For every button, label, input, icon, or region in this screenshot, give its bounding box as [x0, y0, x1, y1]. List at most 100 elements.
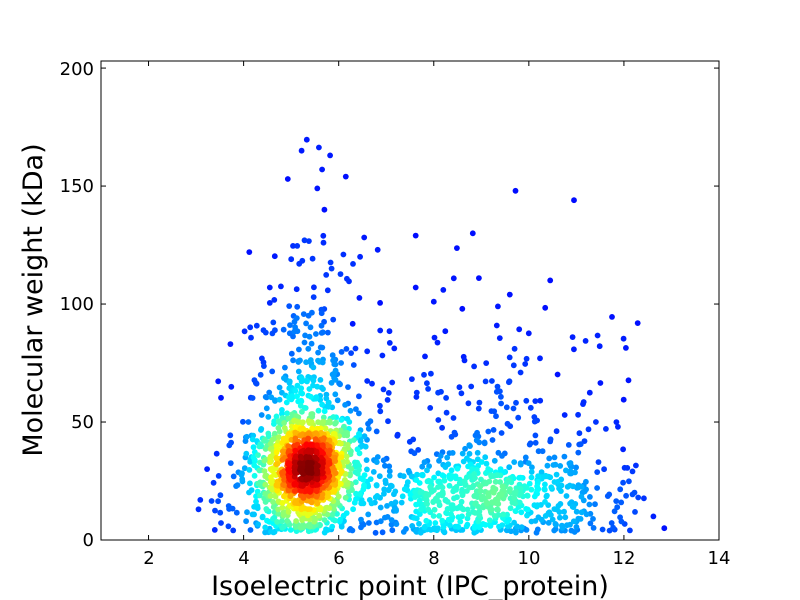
data-point — [309, 309, 315, 316]
data-point — [294, 243, 301, 249]
data-point — [499, 483, 506, 490]
data-point — [443, 409, 450, 416]
data-point — [377, 518, 384, 525]
data-point — [292, 447, 299, 454]
data-point — [258, 412, 265, 418]
data-point — [546, 509, 553, 516]
data-point — [259, 513, 266, 520]
data-point — [316, 512, 323, 519]
data-point — [310, 294, 317, 300]
data-point — [515, 504, 522, 510]
data-point — [347, 407, 354, 414]
data-points — [195, 136, 668, 536]
data-point — [459, 527, 466, 533]
data-point — [308, 340, 315, 347]
data-point — [256, 467, 263, 474]
data-point — [483, 460, 490, 467]
data-point — [374, 454, 381, 460]
data-point — [218, 394, 224, 401]
data-point — [531, 418, 538, 425]
data-point — [557, 514, 563, 521]
data-point — [576, 430, 583, 437]
data-point — [557, 463, 564, 469]
data-point — [567, 521, 573, 528]
data-point — [363, 457, 370, 463]
data-point — [338, 349, 345, 355]
data-point — [267, 493, 274, 499]
data-point — [558, 488, 564, 494]
data-point — [518, 509, 525, 516]
data-point — [256, 443, 263, 450]
data-point — [312, 430, 319, 437]
data-point — [330, 516, 336, 523]
data-point — [280, 326, 287, 333]
data-point — [571, 346, 577, 353]
data-point — [215, 473, 222, 479]
data-point — [333, 419, 339, 426]
data-point — [298, 475, 304, 482]
data-point — [458, 390, 465, 397]
data-point — [306, 333, 313, 340]
data-point — [632, 509, 638, 515]
data-point — [379, 529, 386, 536]
data-point — [241, 328, 248, 335]
data-point — [364, 466, 370, 473]
data-point — [314, 185, 321, 192]
data-point — [298, 385, 305, 392]
data-point — [303, 359, 309, 366]
data-point — [464, 521, 471, 528]
data-point — [454, 523, 461, 530]
data-point — [633, 462, 639, 469]
data-point — [345, 384, 351, 390]
data-point — [197, 497, 204, 503]
data-point — [215, 498, 222, 505]
data-point — [587, 520, 594, 527]
data-point — [341, 423, 347, 430]
data-point — [271, 514, 278, 521]
data-point — [454, 465, 461, 472]
data-point — [430, 513, 437, 519]
data-point — [228, 383, 235, 390]
data-point — [385, 487, 392, 494]
data-point — [431, 487, 437, 494]
data-point — [389, 379, 396, 386]
data-point — [511, 459, 518, 465]
data-point — [226, 506, 233, 512]
data-point — [578, 509, 585, 516]
data-point — [496, 335, 503, 341]
data-point — [511, 495, 517, 501]
data-point — [525, 460, 532, 467]
data-point — [513, 529, 519, 536]
data-point — [523, 355, 530, 362]
data-point — [498, 400, 504, 407]
data-point — [400, 473, 407, 480]
data-point — [208, 498, 215, 504]
data-point — [302, 405, 309, 411]
data-point — [370, 469, 377, 475]
data-point — [343, 346, 350, 352]
data-point — [488, 472, 494, 479]
data-point — [620, 446, 626, 453]
data-point — [299, 257, 306, 264]
data-point — [310, 377, 317, 384]
data-point — [267, 459, 273, 466]
data-point — [373, 428, 380, 435]
data-point — [301, 339, 308, 346]
data-point — [352, 345, 359, 352]
data-point — [388, 517, 395, 523]
data-point — [305, 418, 312, 424]
data-point — [293, 315, 300, 321]
data-point — [331, 370, 337, 377]
data-point — [391, 345, 398, 352]
data-point — [239, 476, 246, 483]
data-point — [319, 401, 325, 408]
data-point — [330, 316, 337, 323]
data-point — [356, 431, 362, 437]
data-point — [483, 470, 489, 476]
data-point — [449, 450, 456, 456]
data-point — [284, 517, 291, 524]
data-point — [290, 357, 296, 364]
data-point — [456, 384, 463, 391]
data-point — [347, 526, 354, 532]
data-point — [377, 504, 384, 511]
